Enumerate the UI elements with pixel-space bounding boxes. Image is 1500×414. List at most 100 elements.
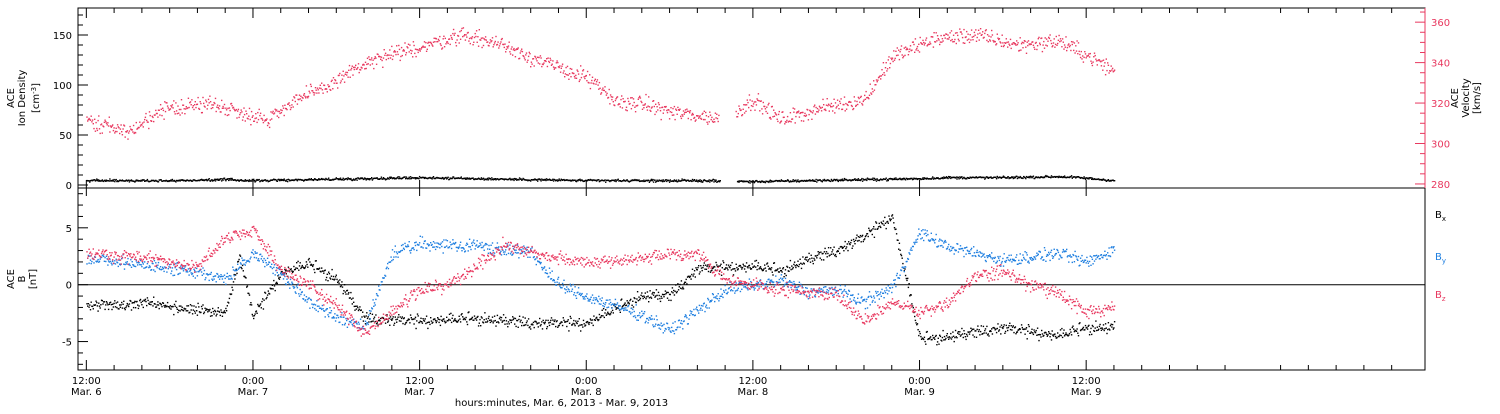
bottom-point: [679, 284, 680, 285]
bottom-point: [544, 323, 545, 324]
top-point: [905, 179, 906, 180]
xtick-date-label: Mar. 8: [738, 387, 769, 398]
bottom-point: [1028, 324, 1029, 325]
top-point: [697, 181, 698, 182]
bottom-point: [859, 237, 860, 238]
top-point: [188, 107, 189, 108]
bottom-point: [315, 304, 316, 305]
top-point: [688, 118, 689, 119]
top-point: [229, 107, 230, 108]
top-point: [821, 110, 822, 111]
top-point: [761, 100, 762, 101]
bottom-point: [209, 309, 210, 310]
bottom-point: [217, 274, 218, 275]
bottom-point: [711, 270, 712, 271]
bottom-point: [157, 265, 158, 266]
bottom-point: [856, 235, 857, 236]
bottom-point: [920, 333, 921, 334]
top-point: [218, 107, 219, 108]
top-point: [749, 180, 750, 181]
bottom-point: [125, 307, 126, 308]
top-point: [211, 108, 212, 109]
top-point: [645, 94, 646, 95]
top-point: [98, 115, 99, 116]
bottom-point: [158, 262, 159, 263]
bottom-point: [269, 293, 270, 294]
top-point: [187, 107, 188, 108]
bottom-point: [637, 291, 638, 292]
top-point: [967, 39, 968, 40]
bottom-point: [886, 228, 887, 229]
bottom-point: [413, 323, 414, 324]
top-point: [279, 111, 280, 112]
top-point: [553, 180, 554, 181]
top-point: [933, 32, 934, 33]
top-point: [520, 50, 521, 51]
bottom-point: [781, 271, 782, 272]
top-point: [168, 107, 169, 108]
bottom-point: [227, 305, 228, 306]
bottom-point: [213, 278, 214, 279]
bottom-point: [554, 319, 555, 320]
top-point: [1072, 41, 1073, 42]
top-ytick-label: 50: [59, 131, 72, 142]
bottom-point: [142, 301, 143, 302]
top-point: [1033, 47, 1034, 48]
bottom-point: [124, 268, 125, 269]
bottom-point: [359, 309, 360, 310]
bottom-point: [1049, 336, 1050, 337]
bottom-point: [506, 320, 507, 321]
bottom-point: [335, 276, 336, 277]
bottom-point: [150, 266, 151, 267]
top-point: [573, 73, 574, 74]
top-point: [895, 179, 896, 180]
bottom-point: [560, 322, 561, 323]
top-point: [672, 108, 673, 109]
bottom-point: [168, 266, 169, 267]
top-point: [553, 66, 554, 67]
bottom-point: [131, 267, 132, 268]
bottom-point: [193, 309, 194, 310]
bottom-point: [974, 336, 975, 337]
top-point: [608, 97, 609, 98]
bottom-point: [173, 314, 174, 315]
top-point: [908, 51, 909, 52]
top-point: [779, 111, 780, 112]
top-point: [807, 109, 808, 110]
bottom-point: [1065, 332, 1066, 333]
bottom-point: [1103, 324, 1104, 325]
top-point: [129, 181, 130, 182]
bottom-point: [879, 223, 880, 224]
top-point: [316, 92, 317, 93]
bottom-point: [358, 310, 359, 311]
bottom-point: [260, 254, 261, 255]
bottom-point: [352, 298, 353, 299]
bottom-point: [326, 277, 327, 278]
bottom-point: [606, 313, 607, 314]
top-point: [113, 180, 114, 181]
bottom-point: [488, 318, 489, 319]
top-point: [574, 76, 575, 77]
top-point: [688, 111, 689, 112]
bottom-point: [513, 318, 514, 319]
top-point: [606, 93, 607, 94]
bottom-point: [861, 241, 862, 242]
bottom-point: [127, 258, 128, 259]
bottom-point: [731, 262, 732, 263]
bottom-point: [379, 320, 380, 321]
top-point: [789, 121, 790, 122]
top-point: [781, 120, 782, 121]
bottom-point: [397, 319, 398, 320]
top-point: [493, 44, 494, 45]
top-point: [590, 82, 591, 83]
top-point: [1075, 45, 1076, 46]
bottom-point: [1072, 326, 1073, 327]
top-point: [413, 41, 414, 42]
top-point: [208, 99, 209, 100]
bottom-point: [106, 256, 107, 257]
bottom-point: [343, 290, 344, 291]
bottom-point: [93, 308, 94, 309]
top-point: [895, 58, 896, 59]
bottom-point: [492, 317, 493, 318]
top-point: [245, 120, 246, 121]
